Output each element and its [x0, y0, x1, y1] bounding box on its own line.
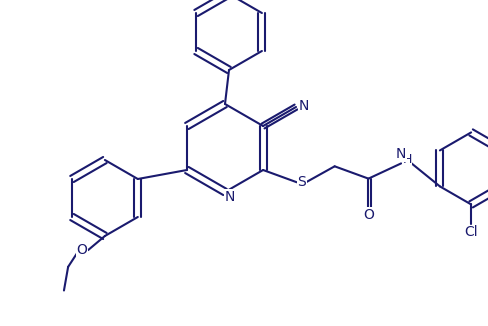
Text: N: N: [396, 147, 407, 161]
Text: H: H: [403, 153, 412, 166]
Text: O: O: [363, 208, 374, 222]
Text: N: N: [299, 99, 309, 113]
Text: N: N: [225, 190, 235, 204]
Text: Cl: Cl: [464, 225, 478, 239]
Text: O: O: [77, 243, 87, 257]
Text: S: S: [298, 175, 306, 189]
